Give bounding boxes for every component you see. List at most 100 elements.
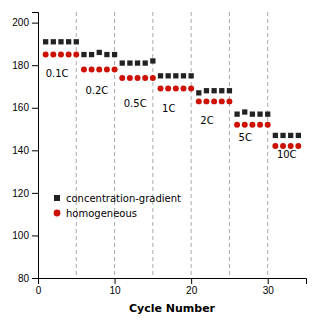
x-tick: 30 — [263, 278, 275, 296]
point — [166, 73, 171, 78]
x-tick-mark — [191, 278, 192, 284]
point — [150, 75, 156, 81]
point — [127, 60, 132, 65]
point — [181, 73, 186, 78]
reference-line — [191, 12, 192, 278]
point — [234, 111, 239, 116]
x-tick: 10 — [110, 278, 122, 296]
y-axis: 80 100 120 140 160 180 200 — [12, 13, 38, 284]
point — [50, 52, 56, 58]
rate-label: 1C — [162, 103, 175, 114]
legend-label: homogeneous — [66, 208, 137, 219]
x-axis: 0 10 20 30 — [36, 278, 307, 296]
point — [226, 98, 232, 104]
point — [112, 52, 117, 57]
point — [73, 52, 79, 58]
y-tick-mark — [32, 193, 38, 194]
point — [181, 86, 187, 92]
rate-label: 5C — [239, 132, 252, 143]
point — [51, 39, 56, 44]
legend-item: concentration-gradient — [54, 193, 181, 204]
x-tick-label: 0 — [36, 285, 42, 296]
point — [227, 88, 232, 93]
y-tick: 140 — [12, 145, 38, 156]
point — [280, 133, 285, 138]
y-tick: 160 — [12, 102, 38, 113]
y-tick-mark — [32, 65, 38, 66]
point — [188, 73, 193, 78]
reference-line — [114, 12, 115, 278]
series — [43, 39, 301, 138]
point — [81, 52, 86, 57]
rate-label: 2C — [200, 115, 213, 126]
point — [257, 111, 262, 116]
point — [74, 39, 79, 44]
x-tick: 20 — [186, 278, 198, 296]
chart: 010203080100120140160180200Cycle Number0… — [0, 0, 320, 320]
point — [104, 66, 110, 72]
series — [43, 52, 302, 149]
y-tick-label: 80 — [18, 273, 30, 284]
y-tick-mark — [32, 108, 38, 109]
point — [165, 86, 171, 92]
legend-symbol — [54, 195, 60, 201]
x-tick: 0 — [36, 278, 42, 296]
point — [265, 122, 271, 128]
point — [158, 86, 164, 92]
y-tick-mark — [32, 23, 38, 24]
point — [89, 52, 94, 57]
y-tick: 80 — [18, 273, 38, 284]
point — [43, 39, 48, 44]
point — [43, 52, 49, 58]
marks — [43, 12, 302, 278]
legend-item: homogeneous — [54, 208, 137, 219]
point — [219, 98, 225, 104]
reference-line — [152, 12, 153, 278]
point — [96, 66, 102, 72]
x-tick-label: 10 — [110, 285, 122, 296]
x-tick-label: 30 — [263, 285, 275, 296]
y-tick: 180 — [12, 60, 38, 71]
point — [288, 143, 294, 149]
point — [257, 122, 263, 128]
y-tick-label: 120 — [12, 188, 29, 199]
point — [66, 39, 71, 44]
y-tick: 100 — [12, 230, 38, 241]
rate-label: 0.2C — [85, 85, 108, 96]
rate-label: 0.1C — [46, 68, 69, 79]
y-tick: 120 — [12, 188, 38, 199]
point — [288, 133, 293, 138]
y-tick-label: 160 — [12, 102, 29, 113]
point — [196, 90, 201, 95]
point — [173, 73, 178, 78]
point — [295, 143, 301, 149]
point — [242, 122, 248, 128]
point — [196, 98, 202, 104]
point — [143, 60, 148, 65]
point — [173, 86, 179, 92]
point — [272, 143, 278, 149]
point — [188, 86, 194, 92]
point — [265, 111, 270, 116]
y-axis-line — [32, 13, 39, 279]
point — [104, 52, 109, 57]
reference-line — [229, 12, 230, 278]
rate-label: 0.5C — [124, 98, 147, 109]
point — [127, 75, 133, 81]
point — [203, 98, 209, 104]
point — [58, 52, 64, 58]
legend-label: concentration-gradient — [66, 193, 181, 204]
point — [296, 133, 301, 138]
point — [242, 109, 247, 114]
point — [66, 52, 72, 58]
point — [112, 66, 118, 72]
plot: 010203080100120140160180200Cycle Number0… — [12, 12, 306, 315]
point — [250, 111, 255, 116]
point — [81, 66, 87, 72]
point — [249, 122, 255, 128]
legend: concentration-gradient homogeneous — [54, 193, 181, 219]
y-tick-label: 100 — [12, 230, 29, 241]
point — [280, 143, 286, 149]
x-tick-mark — [115, 278, 116, 284]
y-tick: 200 — [12, 17, 38, 28]
